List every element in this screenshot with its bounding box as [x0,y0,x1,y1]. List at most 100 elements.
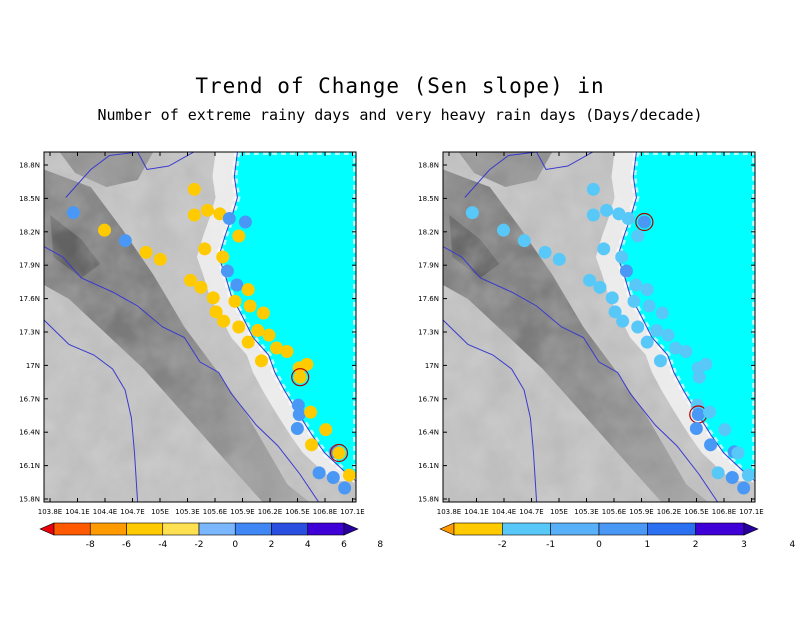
x-tick-label: 105.9E [230,508,254,516]
x-tick-label: 104.1E [464,508,488,516]
y-tick-label: 16.4N [418,429,439,437]
station-marker [692,370,706,384]
station-marker [465,206,479,220]
station-marker [583,273,597,287]
station-marker [637,215,651,229]
x-tick-label: 105.6E [203,508,227,516]
map-frame [43,151,357,503]
station-marker [291,398,305,412]
station-marker [312,466,326,480]
station-marker [187,208,201,222]
station-marker [209,305,223,319]
station-marker [497,223,511,237]
station-marker [616,314,630,328]
colorbar-label: 0 [596,540,602,550]
y-tick-label: 16.7N [19,395,40,403]
x-tick-label: 107.1E [739,508,763,516]
station-marker [292,361,306,375]
station-marker [669,341,683,355]
x-tick-label: 104.7E [120,508,144,516]
station-marker [254,354,268,368]
station-marker [661,328,675,342]
colorbar-label: 2 [269,540,275,550]
x-tick-label: 104.4E [492,508,516,516]
station-marker [216,250,230,264]
station-marker [679,345,693,358]
station-marker [232,320,246,334]
province-boundary [464,152,594,198]
station-marker [118,234,132,248]
station-marker [184,273,198,287]
y-tick-label: 15.8N [418,496,439,504]
x-tick-label: 106.5E [285,508,309,516]
colorbar-segment [162,522,200,536]
x-tick-label: 106.8E [313,508,337,516]
colorbar-arrow-right [343,522,359,536]
station-marker [217,314,231,328]
y-tick-label: 17.3N [418,329,439,337]
station-marker [305,438,319,452]
station-marker [600,203,614,217]
province-boundary [44,319,139,502]
y-tick-label: 17.9N [418,262,439,270]
station-marker [243,299,257,313]
station-marker [251,324,265,337]
station-marker [619,264,633,278]
colorbar-label: 4 [789,540,795,550]
colorbar-segment [234,522,272,536]
station-marker [538,245,552,259]
x-tick-label: 104.1E [65,508,89,516]
station-marker [241,335,255,349]
x-tick-label: 103.8E [437,508,461,516]
province-boundary [65,152,195,198]
colorbar-label: -8 [86,540,95,550]
sea-area [218,152,356,481]
station-marker [187,182,201,196]
station-marker [690,398,704,412]
station-marker [703,405,717,419]
station-marker [586,182,600,196]
colorbar-label: 0 [232,540,238,550]
colorbar-arrow-left [39,522,55,536]
station-marker [691,408,705,421]
station-marker [737,481,751,495]
colorbar-label: 6 [341,540,347,550]
x-tick-label: 107.1E [340,508,364,516]
station-marker [631,320,645,334]
colorbar-label: -2 [195,540,204,550]
station-marker [552,252,566,266]
coastal-plain [196,152,356,481]
y-tick-label: 16.1N [19,462,40,470]
colorbar-segment [647,522,696,536]
station-marker [232,229,246,243]
station-highlight-ring [635,212,654,232]
colorbar-segment [271,522,309,536]
colorbar-segment [126,522,164,536]
colorbar-segment [550,522,600,536]
station-marker [650,324,664,337]
y-tick-label: 18.8N [19,162,40,170]
colorbar-label: -1 [546,540,555,550]
colorbar-arrow-left [439,522,455,536]
station-marker [597,242,611,256]
station-marker [293,370,307,384]
colorbar-label: -2 [498,540,507,550]
station-marker [642,299,656,313]
station-marker [201,203,215,217]
station-marker [280,345,294,358]
map-panel-right: 18.8N 18.5N 18.2N 17.9N 17.6N 17.3N 17N 16.7N 16… [418,151,764,516]
station-marker [290,422,304,435]
station-marker [241,283,255,297]
colorbar-label: 1 [644,540,650,550]
station-highlight-ring [291,368,310,387]
x-tick-label: 105.3E [175,508,199,516]
station-marker [593,280,607,294]
colorbar-segment [502,522,551,536]
colorbar-label: 8 [377,540,383,550]
station-marker [342,468,356,482]
province-boundary [443,246,719,502]
station-marker [319,423,333,437]
station-marker [230,278,244,292]
y-tick-label: 17.3N [19,329,40,337]
